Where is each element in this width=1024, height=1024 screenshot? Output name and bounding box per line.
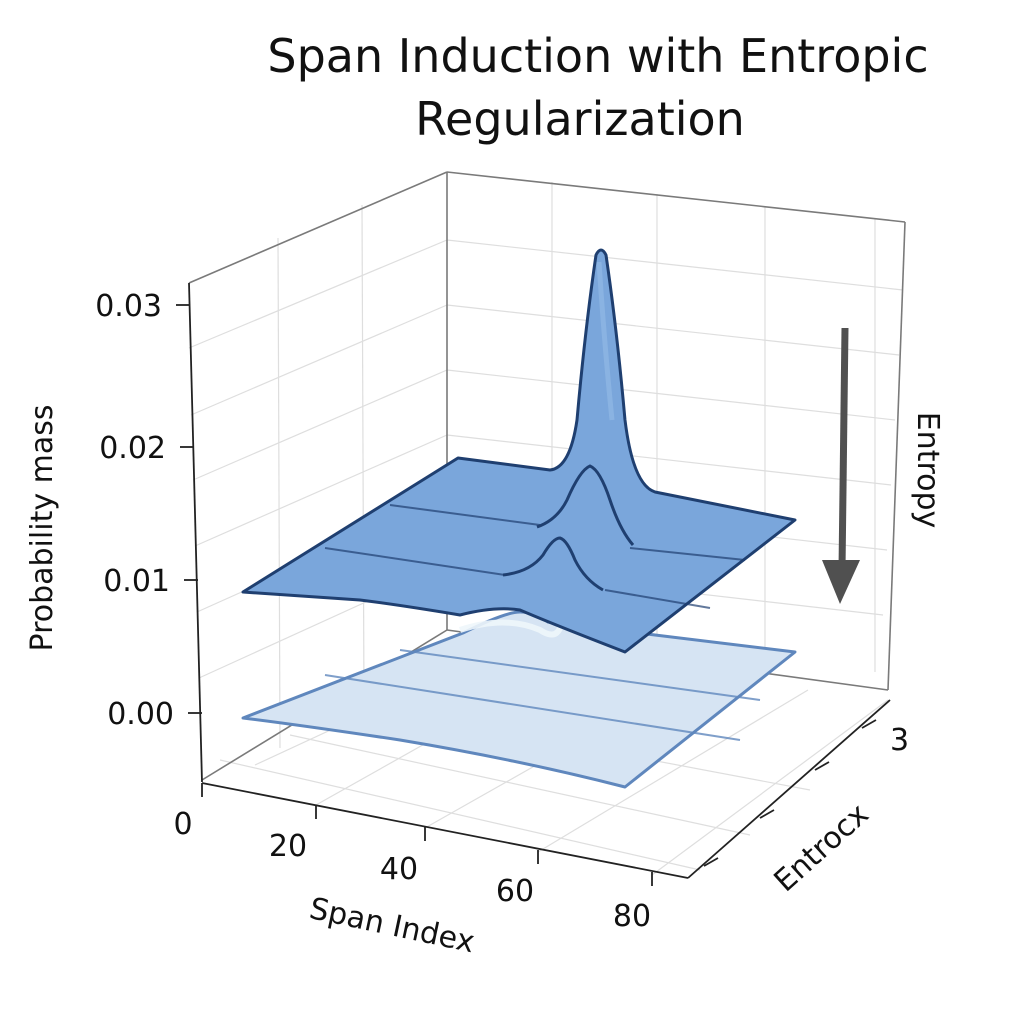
z-axis-ticks [176,304,202,714]
z-tick-label: 0.00 [107,697,174,732]
low-entropy-ridge-line [604,589,711,609]
z-tick-label: 0.02 [99,431,166,466]
high-entropy-ridge-line [324,674,741,741]
left-wall-grid [188,204,448,749]
peak-highlight [596,261,615,421]
x-axis-ticks [201,783,653,886]
x-tick-label: 0 [173,807,192,842]
depth-axis-label: Entrocx [768,797,876,899]
low-entropy-ridge-line [324,547,506,576]
surfaces [241,248,797,789]
high-entropy-bump-highlight [459,619,563,638]
entropy-annotation: Entropy [910,412,945,529]
low-entropy-ridge-line [629,547,746,561]
high-entropy-ridge-line [399,649,761,701]
depth-axis-ticks [703,719,877,867]
x-axis-label: Span Index [306,891,477,960]
x-tick-label: 40 [380,852,418,887]
low-entropy-secondary-peak [536,464,635,546]
high-entropy-surface [241,610,797,789]
z-tick-label: 0.01 [103,564,170,599]
depth-tick-label: 3 [890,723,909,758]
z-axis-line [188,282,203,783]
x-tick-label: 20 [269,829,307,864]
depth-axis-line [687,699,891,879]
chart-title-line-2: Regularization [415,92,745,146]
low-entropy-tertiary-peak [502,536,604,592]
chart-title-line-1: Span Induction with Entropic [267,29,928,83]
low-entropy-ridge-line [389,504,541,526]
z-tick-label: 0.03 [95,289,162,324]
x-axis-line [201,782,689,879]
x-tick-label: 80 [613,899,651,934]
x-tick-label: 60 [496,874,534,909]
y-axis-label: Probability mass [25,405,60,652]
low-entropy-surface [241,248,797,654]
floor-grid [219,649,889,876]
entropy-arrow [822,327,860,604]
